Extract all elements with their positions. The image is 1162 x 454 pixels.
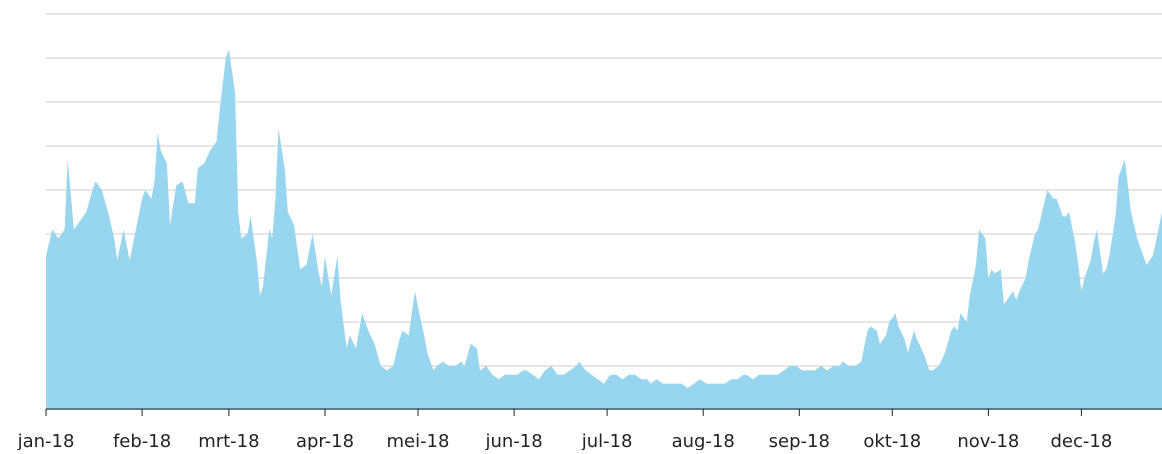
x-tick-label: jul-18: [581, 431, 633, 450]
x-tick-label: aug-18: [672, 431, 735, 450]
x-tick-label: feb-18: [113, 431, 171, 450]
area: [46, 49, 1162, 410]
x-tick-label: apr-18: [296, 431, 354, 450]
x-tick-label: sep-18: [769, 431, 830, 450]
x-tick-label: nov-18: [957, 431, 1019, 450]
x-tick-label: mrt-18: [198, 431, 259, 450]
x-tick-label: jun-18: [484, 431, 542, 450]
x-tick-label: okt-18: [863, 431, 921, 450]
x-tick-label: jan-18: [17, 431, 75, 450]
x-tick-label: mei-18: [386, 431, 449, 450]
x-tick-label: dec-18: [1051, 431, 1113, 450]
